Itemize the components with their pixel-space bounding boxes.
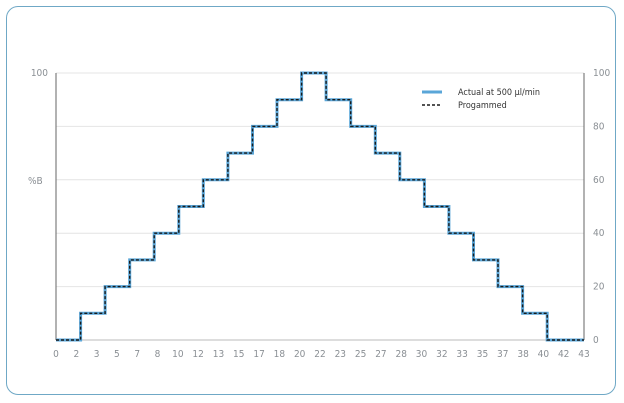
x-tick-label: 3 <box>94 349 100 360</box>
x-tick-label: 7 <box>134 349 140 360</box>
x-tick-label: 27 <box>375 349 386 360</box>
x-tick-label: 40 <box>538 349 550 360</box>
x-tick-label: 13 <box>213 349 224 360</box>
y-right-tick-label: 60 <box>593 175 605 186</box>
y-right-tick-label: 80 <box>593 121 605 132</box>
series-line-programmed <box>56 72 584 341</box>
x-tick-label: 30 <box>416 349 428 360</box>
x-tick-label: 10 <box>172 349 184 360</box>
x-tick-label: 15 <box>233 349 244 360</box>
x-tick-label: 42 <box>558 349 569 360</box>
x-tick-label: 35 <box>477 349 488 360</box>
series-line-actual <box>56 71 584 342</box>
x-tick-label: 17 <box>253 349 264 360</box>
x-tick-label: 28 <box>396 349 408 360</box>
x-tick-label: 23 <box>335 349 346 360</box>
y-right-tick-labels: 0 20 40 60 80 100 <box>593 68 610 346</box>
x-tick-label: 25 <box>355 349 366 360</box>
y-left-tick-label: 100 <box>31 68 48 79</box>
x-tick-label: 38 <box>517 349 529 360</box>
y-right-tick-label: 0 <box>593 335 599 346</box>
x-tick-label: 22 <box>314 349 325 360</box>
x-tick-label: 12 <box>192 349 203 360</box>
legend-label-programmed: Progammed <box>458 101 507 111</box>
x-tick-label: 33 <box>456 349 467 360</box>
y-right-tick-label: 40 <box>593 228 605 239</box>
x-tick-label: 0 <box>53 349 59 360</box>
y-right-tick-label: 100 <box>593 68 610 79</box>
x-tick-label: 43 <box>578 349 589 360</box>
y-left-tick-labels: 100 <box>31 68 48 79</box>
legend-label-actual: Actual at 500 µl/min <box>458 88 540 98</box>
x-tick-labels: 0 2 3 5 7 8 10 12 13 15 17 18 20 22 23 25 27 28 30 32 33 35 37… <box>53 349 590 360</box>
legend: Actual at 500 µl/min Progammed <box>422 88 540 111</box>
x-tick-label: 5 <box>114 349 120 360</box>
x-tick-label: 18 <box>274 349 286 360</box>
x-tick-label: 20 <box>294 349 306 360</box>
series-lines <box>56 71 584 342</box>
y-right-tick-label: 20 <box>593 282 605 293</box>
axes <box>55 73 585 341</box>
y-axis-label: %B <box>28 176 43 187</box>
x-tick-label: 2 <box>73 349 79 360</box>
x-tick-label: 32 <box>436 349 447 360</box>
chart-card <box>6 6 616 395</box>
x-tick-label: 37 <box>497 349 508 360</box>
x-tick-label: 8 <box>155 349 161 360</box>
